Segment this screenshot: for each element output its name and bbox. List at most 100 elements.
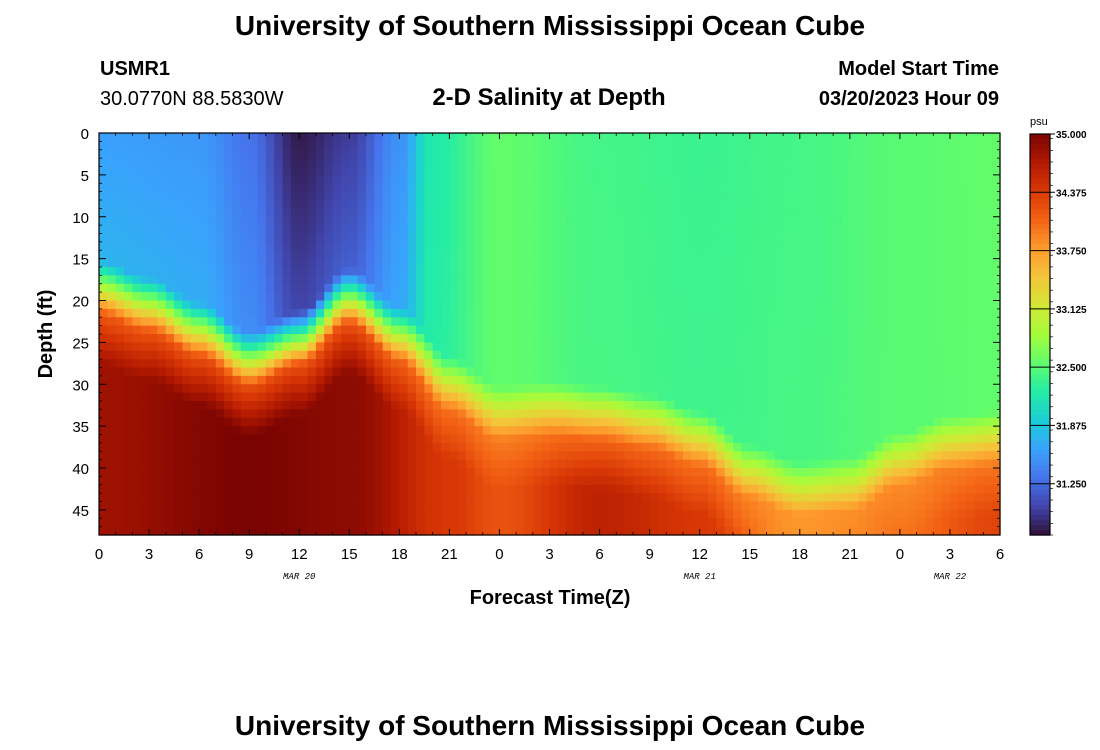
heatmap-cell (599, 401, 609, 410)
heatmap-cell (149, 200, 158, 209)
heatmap-cell (541, 375, 551, 385)
heatmap-cell (783, 426, 793, 436)
heatmap-cell (149, 493, 158, 503)
heatmap-cell (407, 317, 417, 327)
heatmap-cell (941, 468, 951, 477)
heatmap-cell (916, 250, 926, 260)
heatmap-cell (924, 459, 934, 469)
heatmap-cell (591, 509, 601, 519)
heatmap-cell (149, 434, 158, 444)
heatmap-cell (816, 250, 826, 260)
heatmap-cell (516, 200, 526, 209)
heatmap-cell (791, 342, 801, 352)
heatmap-cell (424, 141, 434, 151)
heatmap-cell (574, 149, 584, 159)
heatmap-cell (249, 149, 259, 159)
heatmap-cell (474, 375, 484, 385)
heatmap-cell (115, 359, 125, 369)
heatmap-cell (599, 342, 609, 352)
heatmap-cell (140, 250, 150, 260)
heatmap-cell (174, 468, 184, 477)
heatmap-cell (699, 401, 709, 410)
heatmap-cell (349, 325, 359, 335)
heatmap-cell (649, 292, 659, 302)
heatmap-cell (482, 267, 492, 276)
heatmap-cell (457, 417, 467, 427)
heatmap-cell (407, 476, 417, 486)
heatmap-cell (232, 359, 242, 369)
heatmap-cell (441, 434, 450, 444)
heatmap-cell (616, 166, 626, 176)
heatmap-cell (466, 149, 476, 159)
heatmap-cell (891, 434, 901, 444)
heatmap-cell (574, 476, 584, 486)
heatmap-cell (858, 258, 868, 268)
heatmap-cell (174, 149, 184, 159)
heatmap-cell (657, 342, 667, 352)
heatmap-cell (132, 334, 142, 343)
heatmap-cell (165, 283, 175, 293)
heatmap-cell (582, 401, 592, 410)
heatmap-cell (532, 409, 542, 419)
heatmap-cell (282, 451, 292, 461)
heatmap-cell (682, 409, 692, 419)
heatmap-cell (441, 166, 450, 176)
heatmap-cell (574, 216, 584, 226)
heatmap-cell (190, 384, 200, 394)
heatmap-cell (374, 334, 384, 343)
heatmap-cell (274, 442, 284, 452)
heatmap-cell (499, 350, 509, 360)
heatmap-cell (632, 409, 642, 419)
heatmap-cell (891, 141, 901, 151)
heatmap-cell (240, 308, 250, 318)
heatmap-cell (657, 200, 667, 209)
heatmap-cell (315, 200, 325, 209)
heatmap-cell (315, 342, 325, 352)
heatmap-cell (232, 342, 242, 352)
heatmap-cell (299, 518, 309, 528)
heatmap-cell (491, 233, 501, 243)
heatmap-cell (466, 359, 476, 369)
heatmap-cell (407, 468, 417, 477)
heatmap-cell (357, 250, 367, 260)
heatmap-cell (657, 191, 667, 201)
heatmap-cell (849, 451, 859, 461)
heatmap-cell (607, 208, 617, 218)
heatmap-cell (149, 384, 158, 394)
heatmap-cell (549, 149, 559, 159)
heatmap-cell (641, 166, 651, 176)
heatmap-cell (682, 183, 692, 193)
heatmap-cell (382, 275, 392, 285)
heatmap-cell (207, 225, 217, 235)
heatmap-cell (749, 200, 759, 209)
heatmap-cell (466, 459, 476, 469)
heatmap-cell (224, 375, 234, 385)
heatmap-cell (115, 468, 125, 477)
heatmap-cell (591, 325, 601, 335)
heatmap-cell (908, 459, 918, 469)
heatmap-cell (841, 459, 851, 469)
heatmap-cell (482, 317, 492, 327)
heatmap-cell (582, 451, 592, 461)
heatmap-cell (858, 275, 868, 285)
heatmap-cell (199, 141, 209, 151)
heatmap-cell (758, 367, 767, 377)
heatmap-cell (132, 158, 142, 168)
heatmap-cell (883, 367, 893, 377)
heatmap-cell (632, 509, 642, 519)
heatmap-cell (682, 459, 692, 469)
heatmap-cell (482, 225, 492, 235)
heatmap-cell (99, 283, 108, 293)
heatmap-cell (165, 334, 175, 343)
heatmap-cell (315, 283, 325, 293)
heatmap-cell (449, 300, 459, 310)
heatmap-cell (749, 334, 759, 343)
heatmap-cell (516, 275, 526, 285)
heatmap-cell (265, 350, 275, 360)
heatmap-cell (524, 216, 534, 226)
heatmap-cell (365, 451, 375, 461)
heatmap-cell (783, 208, 793, 218)
heatmap-cell (207, 509, 217, 519)
heatmap-cell (299, 359, 309, 369)
heatmap-cell (349, 292, 359, 302)
